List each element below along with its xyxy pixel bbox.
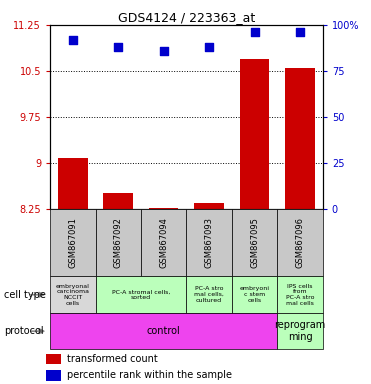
- Text: embryoni
c stem
cells: embryoni c stem cells: [240, 286, 270, 303]
- Text: control: control: [147, 326, 181, 336]
- Bar: [141, 209, 187, 276]
- Text: GSM867092: GSM867092: [114, 217, 123, 268]
- Bar: [46, 370, 61, 381]
- Title: GDS4124 / 223363_at: GDS4124 / 223363_at: [118, 11, 255, 24]
- Text: PC-A stromal cells,
sorted: PC-A stromal cells, sorted: [112, 289, 170, 300]
- Bar: [46, 354, 61, 364]
- Point: [252, 29, 257, 35]
- Text: GSM867094: GSM867094: [159, 217, 168, 268]
- Text: protocol: protocol: [4, 326, 43, 336]
- Bar: [232, 276, 278, 313]
- Point: [297, 29, 303, 35]
- Text: embryonal
carcinoma
NCCIT
cells: embryonal carcinoma NCCIT cells: [56, 283, 90, 306]
- Text: percentile rank within the sample: percentile rank within the sample: [68, 370, 233, 381]
- Bar: [96, 276, 187, 313]
- Text: GSM867096: GSM867096: [296, 217, 305, 268]
- Bar: [50, 209, 96, 276]
- Bar: [240, 59, 269, 384]
- Point: [70, 36, 76, 43]
- Text: reprogram
ming: reprogram ming: [275, 320, 326, 342]
- Bar: [285, 68, 315, 384]
- Bar: [278, 276, 323, 313]
- Text: GSM867091: GSM867091: [68, 217, 77, 268]
- Bar: [58, 158, 88, 384]
- Bar: [50, 276, 96, 313]
- Bar: [149, 208, 178, 384]
- Bar: [194, 203, 224, 384]
- Text: PC-A stro
mal cells,
cultured: PC-A stro mal cells, cultured: [194, 286, 224, 303]
- Bar: [96, 209, 141, 276]
- Point: [206, 44, 212, 50]
- Text: transformed count: transformed count: [68, 354, 158, 364]
- Text: GSM867093: GSM867093: [205, 217, 214, 268]
- Bar: [232, 209, 278, 276]
- Text: cell type: cell type: [4, 290, 46, 300]
- Text: GSM867095: GSM867095: [250, 217, 259, 268]
- Bar: [278, 313, 323, 349]
- Text: IPS cells
from
PC-A stro
mal cells: IPS cells from PC-A stro mal cells: [286, 283, 314, 306]
- Bar: [187, 209, 232, 276]
- Point: [161, 48, 167, 54]
- Bar: [50, 313, 278, 349]
- Bar: [278, 209, 323, 276]
- Bar: [187, 276, 232, 313]
- Point: [115, 44, 121, 50]
- Bar: [104, 193, 133, 384]
